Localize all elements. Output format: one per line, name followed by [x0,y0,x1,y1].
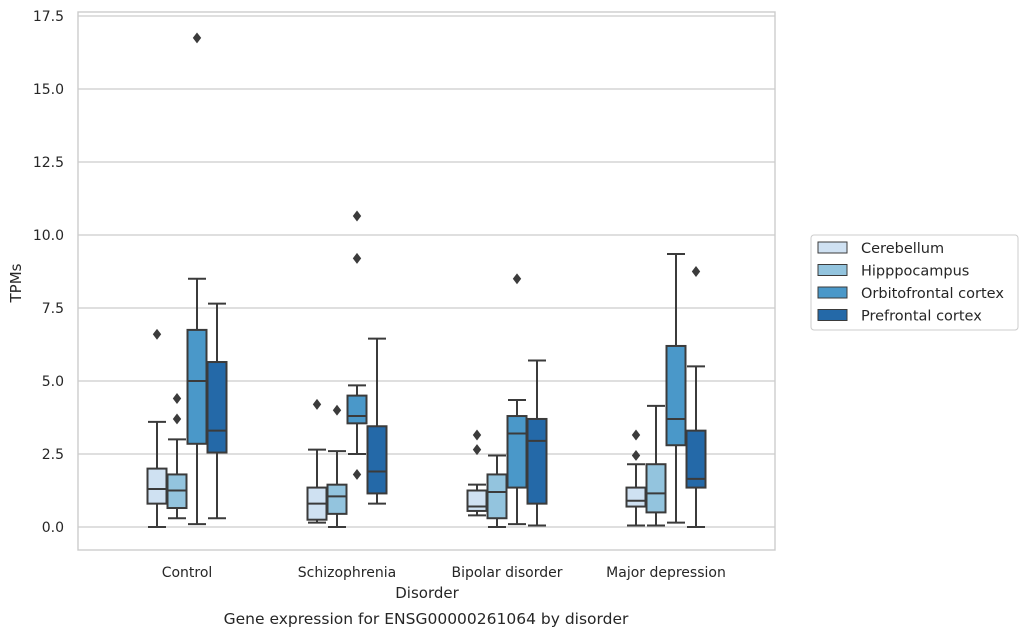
box-body [346,394,368,425]
outlier-point [352,252,362,264]
box-group [466,429,488,517]
legend: Cerebellum Hipppocampus Orbitofrontal cort… [810,234,1019,331]
box-group [346,210,368,480]
legend-frame [810,234,1019,331]
box-body [146,467,168,505]
legend-label: Hipppocampus [861,264,969,280]
box-group [166,393,188,520]
box-body [366,425,388,495]
legend-swatch [817,309,848,321]
box-group [625,429,647,527]
y-tick-label: 10.0 [33,228,64,244]
box-body [526,417,548,505]
outlier-point [332,404,342,416]
outlier-point [352,468,362,480]
y-tick-label: 17.5 [33,9,64,25]
box-group [306,398,328,524]
outlier-point [352,210,362,222]
y-tick-label: 0.0 [42,520,64,536]
x-axis-label: Disorder [395,584,459,602]
outlier-point [631,429,641,441]
box-series [146,32,707,528]
box-body [506,415,528,489]
box-group [665,252,687,524]
outlier-point [312,398,322,410]
x-tick-labels: Control Schizophrenia Bipolar disorder Majo… [162,565,726,581]
legend-label: Prefrontal cortex [861,309,982,325]
box-group [206,302,228,520]
box-group [326,404,348,528]
legend-swatch [817,264,848,276]
outlier-point [691,266,701,277]
x-tick-label: Schizophrenia [298,565,396,581]
outlier-point [152,328,162,340]
plot-background [77,11,776,551]
box-body [206,361,228,454]
legend-label: Orbitofrontal cortex [861,286,1004,302]
legend-label: Cerebellum [861,241,944,257]
y-tick-label: 15.0 [33,82,64,98]
box-group [645,404,667,527]
y-tick-label: 7.5 [42,301,64,317]
outlier-point [172,393,182,404]
y-tick-label: 5.0 [42,374,64,390]
box-group [526,359,548,527]
outlier-point [631,450,641,461]
box-body [665,344,687,447]
box-group [486,454,508,528]
y-tick-label: 12.5 [33,155,64,171]
box-group [366,337,388,505]
y-tick-labels: 0.0 2.5 5.0 7.5 10.0 12.5 15.0 17.5 [33,9,64,536]
box-group [506,273,528,526]
outlier-point [472,444,482,456]
chart-caption: Gene expression for ENSG00000261064 by d… [224,610,629,628]
box-body [466,489,488,512]
outlier-point [472,429,482,441]
box-group [685,266,707,528]
x-tick-label: Control [162,565,213,581]
y-axis-label: TPMs [7,263,25,303]
box-body [645,463,667,514]
outlier-point [512,273,522,285]
x-tick-label: Major depression [606,565,726,581]
box-body [326,483,348,515]
box-body [685,429,707,489]
box-body [625,486,647,508]
outlier-point [192,32,202,44]
box-body [186,328,208,445]
x-tick-label: Bipolar disorder [451,565,562,581]
legend-swatch [817,241,848,254]
y-tick-label: 2.5 [42,447,64,463]
box-body [486,473,508,520]
box-group [146,328,168,528]
outlier-point [172,413,182,425]
legend-swatch [817,286,848,299]
